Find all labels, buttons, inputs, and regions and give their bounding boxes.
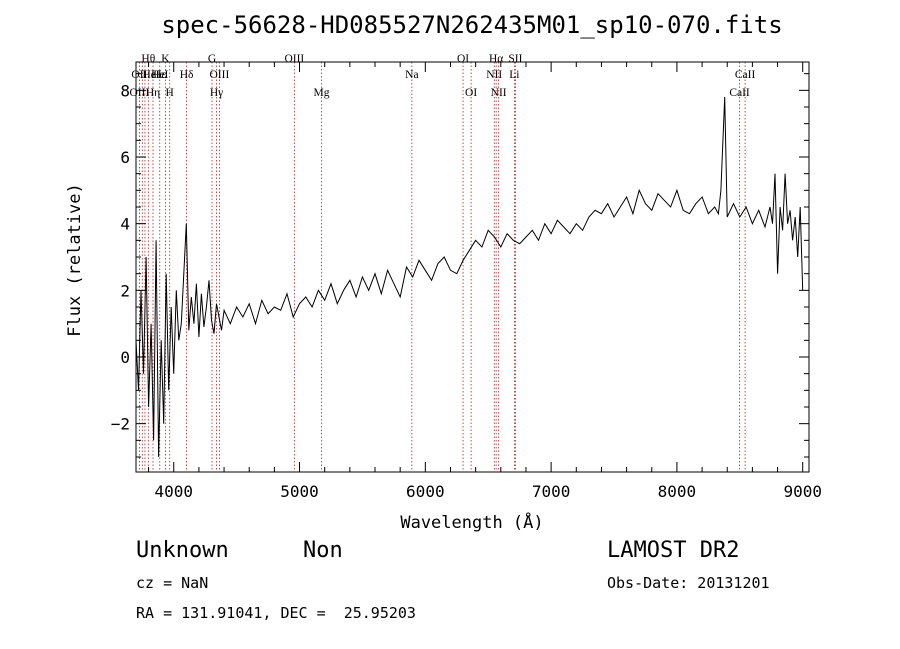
line-marker-labels: OIIOIIIHθHeIHηHεKHeIHHδGOIIIHγOIIIMgNaOI…	[129, 53, 755, 99]
y-tick-label: 6	[120, 148, 130, 167]
line-marker-label: OIII	[129, 87, 149, 99]
x-tick-label: 6000	[406, 482, 445, 501]
chart-title: spec-56628-HD085527N262435M01_sp10-070.f…	[161, 11, 782, 39]
line-marker-label: HeI	[142, 69, 159, 81]
line-marker-label: HeI	[151, 69, 168, 81]
line-marker-label: NII	[491, 87, 507, 99]
observation-date: Obs-Date: 20131201	[607, 574, 770, 592]
x-axis: 4000 5000 6000 7000 8000 9000	[148, 62, 822, 501]
spectrum-series	[135, 96, 804, 458]
object-subclass: Non	[303, 538, 343, 563]
y-tick-label: 4	[120, 215, 130, 234]
x-tick-label: 4000	[154, 482, 193, 501]
x-axis-label: Wavelength (Å)	[400, 511, 543, 533]
x-tick-label: 5000	[280, 482, 319, 501]
line-marker-label: CaII	[729, 87, 750, 99]
redshift-cz: cz = NaN	[136, 574, 209, 592]
line-marker-label: Hε	[153, 69, 166, 81]
line-marker-label: SII	[508, 53, 522, 65]
line-marker-group	[138, 62, 746, 472]
line-marker-label: OI	[465, 87, 477, 99]
line-marker-label: K	[161, 53, 170, 65]
line-marker-label: OIII	[210, 69, 230, 81]
plot-frame	[135, 61, 810, 473]
line-marker-label: CaII	[735, 69, 756, 81]
line-marker-label: Mg	[314, 87, 330, 99]
line-marker-label: OII	[131, 69, 147, 81]
survey-name: LAMOST DR2	[607, 538, 740, 563]
y-tick-label: −2	[111, 415, 130, 434]
line-marker-label: Hγ	[210, 87, 223, 99]
line-marker-label: OIII	[284, 53, 304, 65]
line-marker-label: Na	[405, 69, 418, 81]
x-tick-label: 9000	[783, 482, 822, 501]
x-tick-label: 7000	[532, 482, 571, 501]
line-marker-label: Hα	[489, 53, 503, 65]
object-class: Unknown	[136, 538, 229, 563]
line-marker-label: G	[208, 53, 216, 65]
coordinates: RA = 131.91041, DEC = 25.95203	[136, 604, 416, 622]
line-marker-label: Hη	[146, 87, 160, 99]
y-tick-label: 0	[120, 348, 130, 367]
y-axis-label: Flux (relative)	[65, 183, 85, 337]
line-marker-label: Hθ	[141, 53, 155, 65]
line-marker-label: NII	[486, 69, 502, 81]
y-tick-label: 8	[120, 81, 130, 100]
line-marker-label: Li	[509, 69, 519, 81]
y-axis: −2 0 2 4 6 8	[111, 73, 809, 458]
line-marker-label: H	[166, 87, 174, 99]
y-tick-label: 2	[120, 281, 130, 300]
spectrum-line	[135, 96, 804, 458]
line-marker-label: Hδ	[180, 69, 194, 81]
line-marker-label: OI	[457, 53, 469, 65]
x-tick-label: 8000	[658, 482, 697, 501]
